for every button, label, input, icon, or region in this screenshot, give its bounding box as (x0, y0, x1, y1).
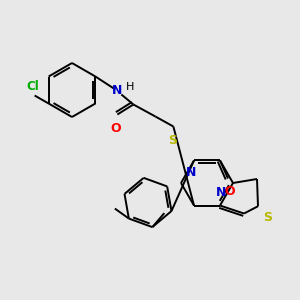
Text: H: H (125, 82, 134, 92)
Text: Cl: Cl (26, 80, 39, 92)
Text: O: O (225, 185, 235, 199)
Text: N: N (216, 185, 226, 199)
Text: N: N (186, 167, 196, 179)
Text: S: S (263, 211, 272, 224)
Text: S: S (168, 134, 177, 148)
Text: O: O (110, 122, 121, 136)
Text: N: N (112, 84, 123, 97)
